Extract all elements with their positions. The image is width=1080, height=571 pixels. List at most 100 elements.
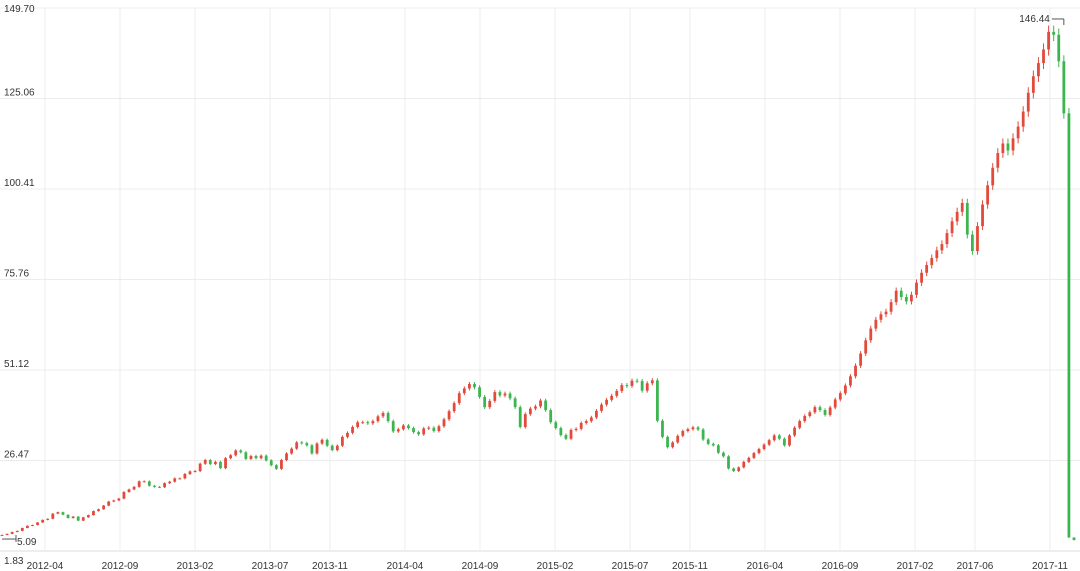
candle-body (102, 505, 106, 510)
candle-body (574, 428, 578, 430)
candle-body (625, 385, 629, 387)
candle-body (742, 461, 746, 468)
candles (0, 25, 1076, 541)
candle-body (595, 410, 598, 418)
candle-body (666, 436, 669, 448)
candle-body (691, 427, 695, 430)
candle-body (559, 428, 563, 436)
candle-body (869, 328, 873, 341)
candle-body (259, 455, 263, 459)
candle-body (910, 294, 913, 302)
candle-body (1052, 31, 1056, 35)
candle-body (417, 432, 421, 435)
candle-body (1037, 63, 1040, 77)
candle-body (71, 516, 75, 519)
candle-body (1072, 537, 1076, 541)
candle-body (650, 380, 654, 384)
candle-body (346, 432, 349, 437)
y-axis-labels: 149.70 125.06 100.41 75.76 51.12 26.47 1.83 (4, 4, 35, 567)
candle-body (879, 314, 883, 320)
candle-body (803, 415, 807, 422)
candle-body (523, 414, 527, 427)
x-tick-label: 2014-04 (387, 561, 424, 571)
candle-body (249, 456, 253, 459)
candle-body (396, 429, 400, 432)
candle-body (493, 392, 497, 401)
candle-body (422, 428, 426, 435)
candle-body (615, 391, 619, 396)
candle-body (305, 443, 309, 446)
candle-body (645, 383, 649, 391)
x-tick-label: 2013-07 (252, 561, 289, 571)
candle-body (330, 445, 334, 451)
candle-body (1042, 49, 1045, 64)
candle-body (0, 534, 4, 536)
y-tick-label: 51.12 (4, 359, 29, 370)
candle-body (168, 481, 172, 484)
candle-body (295, 442, 299, 449)
candle-body (97, 509, 100, 512)
candle-body (737, 467, 741, 472)
candle-body (432, 427, 436, 432)
max-label: 146.44 (1019, 14, 1050, 25)
candle-body (56, 512, 60, 514)
candle-body (376, 416, 380, 422)
candle-body (854, 365, 857, 377)
candle-body (488, 400, 492, 408)
candle-body (925, 265, 929, 273)
candle-body (208, 460, 212, 465)
candle-body (605, 399, 608, 405)
y-tick-label: 1.83 (4, 556, 24, 567)
candle-body (407, 425, 410, 429)
candle-body (224, 458, 227, 469)
candle-body (366, 422, 370, 424)
candle-body (300, 442, 304, 444)
candle-body (539, 400, 542, 407)
x-tick-label: 2017-11 (1032, 561, 1068, 571)
candle-body (600, 404, 603, 411)
candle-body (569, 429, 573, 439)
candle-body (183, 473, 187, 479)
candle-body (158, 486, 161, 488)
candle-body (589, 417, 593, 422)
candle-body (122, 491, 126, 499)
candle-body (752, 453, 756, 458)
candle-body (722, 452, 725, 457)
x-tick-label: 2013-11 (312, 561, 348, 571)
candle-body (544, 400, 548, 411)
candle-body (783, 438, 786, 446)
candle-body (732, 468, 735, 472)
candle-body (920, 272, 923, 283)
candle-body (1047, 31, 1050, 50)
candle-body (970, 234, 974, 252)
candle-body (31, 525, 34, 527)
candle-body (981, 204, 984, 227)
candle-body (36, 522, 39, 526)
candle-body (107, 501, 111, 506)
candle-body (401, 425, 405, 430)
candle-body (965, 202, 969, 235)
y-tick-label: 100.41 (4, 178, 35, 189)
candle-body (20, 527, 24, 531)
y-tick-label: 26.47 (4, 450, 29, 461)
candle-body (66, 514, 70, 519)
x-tick-label: 2016-09 (822, 561, 859, 571)
candle-body (757, 449, 761, 454)
candle-body (264, 455, 268, 461)
candle-body (635, 380, 639, 382)
candle-body (833, 399, 837, 408)
candle-body (808, 412, 812, 416)
annotations: 146.44 5.09 (2, 14, 1065, 548)
candle-body (310, 445, 314, 454)
candle-body (696, 427, 700, 430)
candle-body (1021, 111, 1025, 127)
candle-body (788, 435, 791, 446)
candle-body (899, 290, 903, 297)
candle-body (361, 422, 365, 424)
candle-body (163, 483, 166, 488)
candle-body (986, 185, 990, 205)
candle-body (503, 393, 507, 396)
candle-body (554, 422, 558, 429)
candle-body (142, 481, 146, 483)
x-tick-label: 2015-07 (612, 561, 649, 571)
